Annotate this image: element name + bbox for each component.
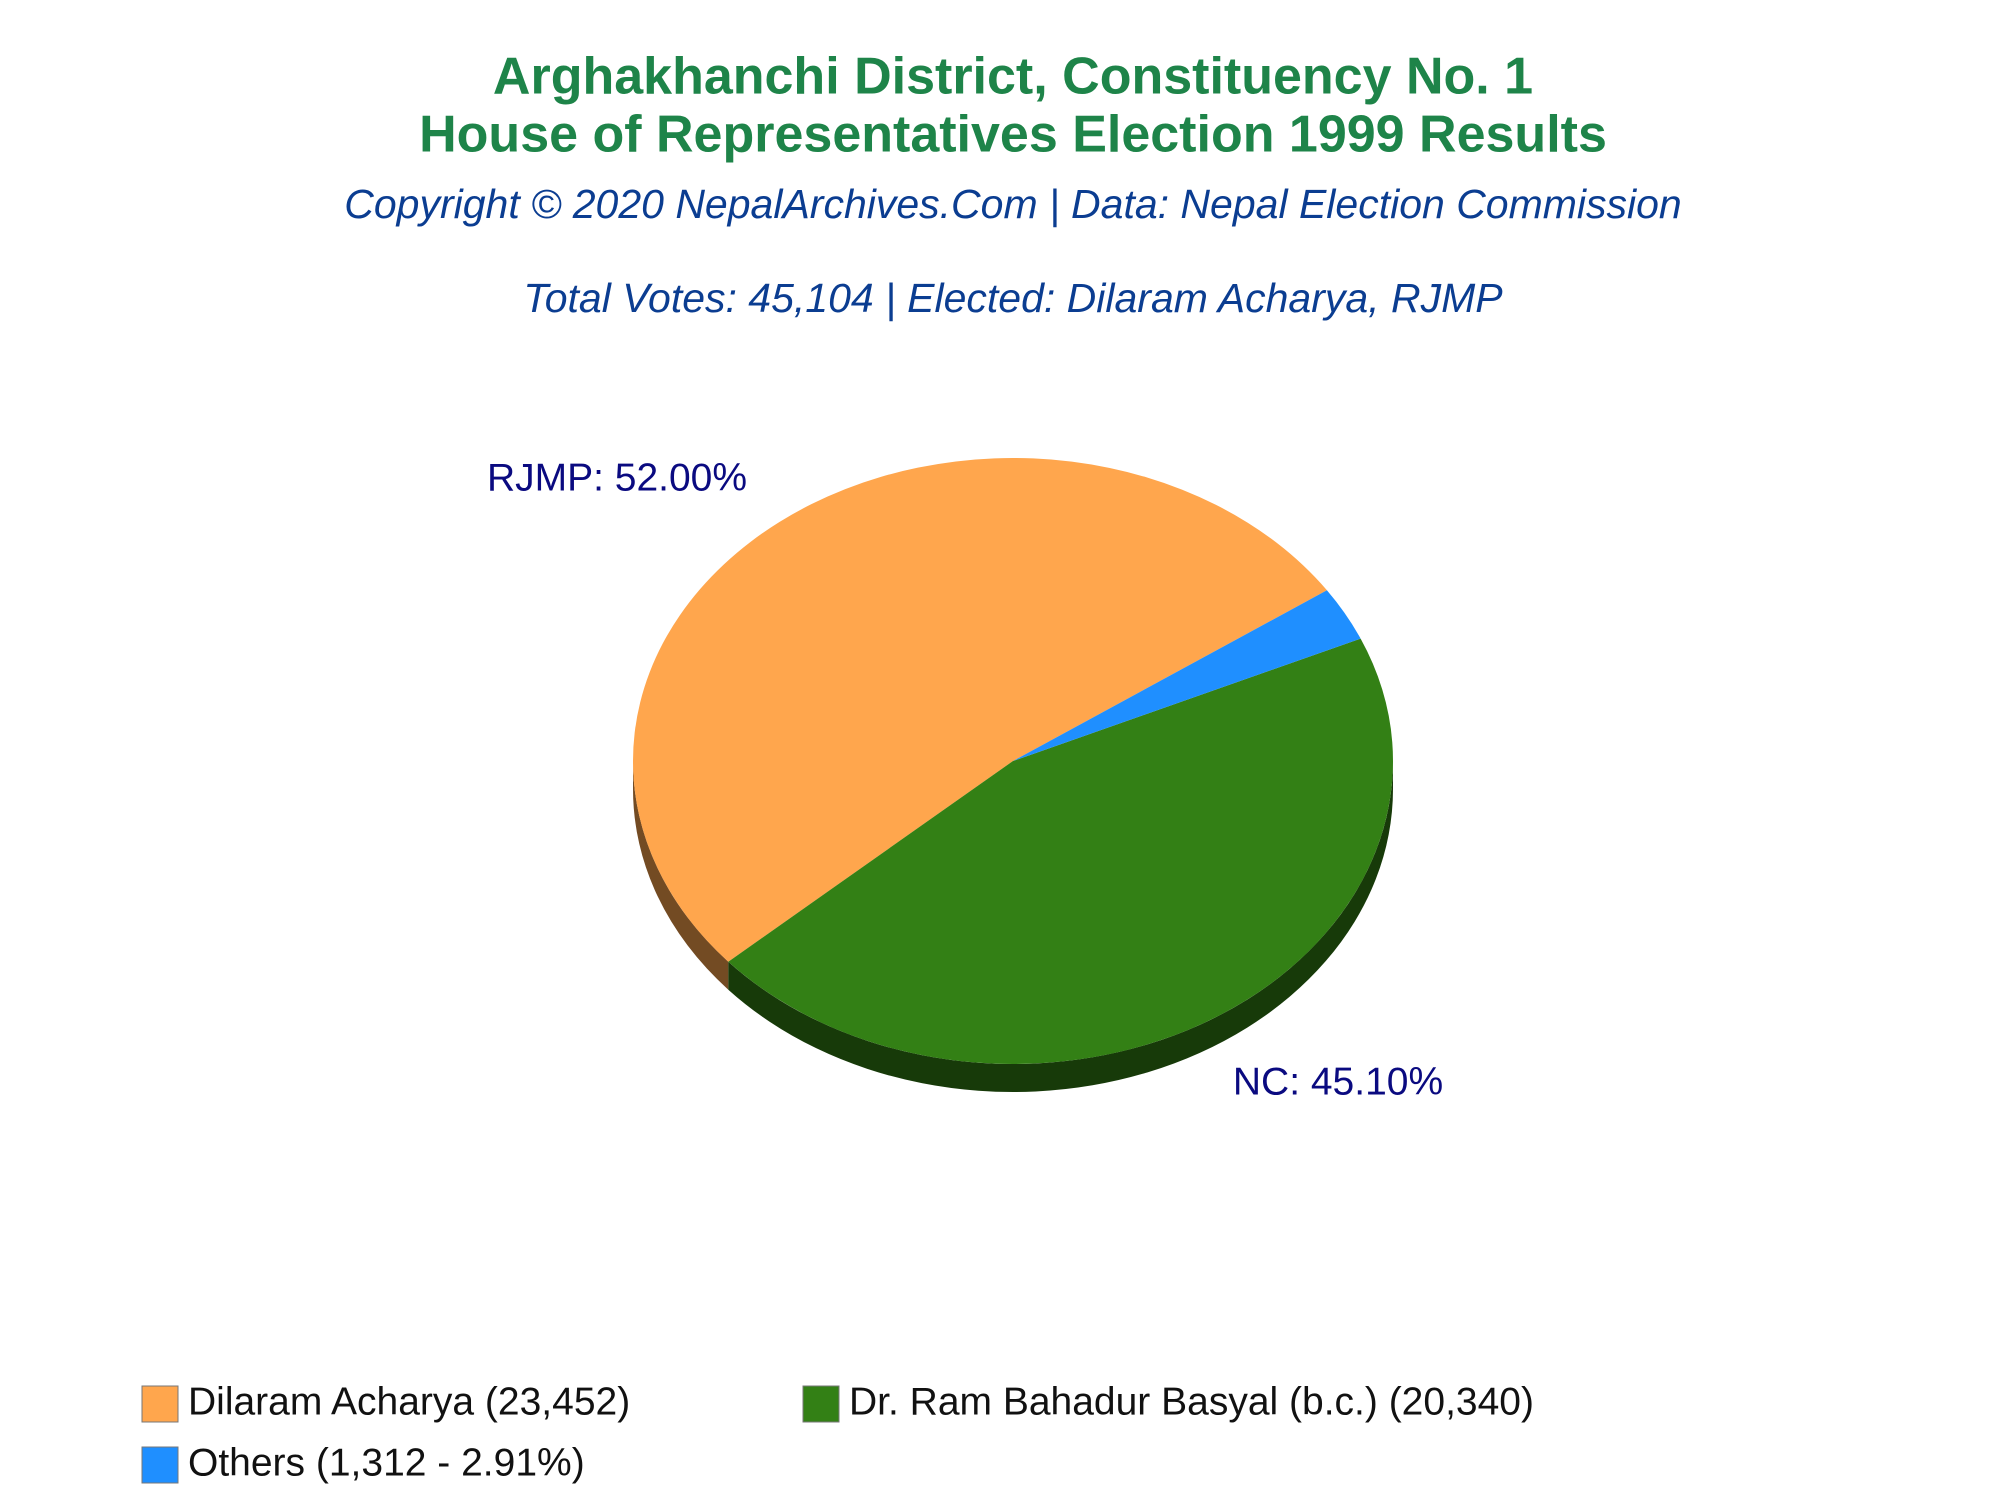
legend-label: Dilaram Acharya (23,452) [188,1380,630,1423]
pie-slice [728,638,1393,1064]
credit: Copyright © 2020 NepalArchives.Com | Dat… [344,181,1682,227]
legend-swatch [141,1385,179,1423]
legend-label: Dr. Ram Bahadur Basyal (b.c.) (20,340) [849,1380,1534,1423]
pie-slice [1013,590,1361,761]
data-label: NC: 45.10% [1233,1060,1443,1103]
chart-subtitle: House of Representatives Election 1999 R… [419,106,1607,164]
slice-side [633,761,729,990]
legend-swatch [802,1385,840,1423]
pie-sides [633,761,1393,1092]
pie [633,458,1393,1064]
chart-title: Arghakhanchi District, Constituency No. … [493,48,1533,106]
summary: Total Votes: 45,104 | Elected: Dilaram A… [523,275,1503,321]
data-label: RJMP: 52.00% [487,456,747,499]
legend-swatch [141,1446,179,1484]
legend-label: Others (1,312 - 2.91%) [188,1441,585,1484]
pie-slice [633,458,1327,962]
legend: Dilaram Acharya (23,452) Dr. Ram Bahadur … [141,1380,1534,1484]
